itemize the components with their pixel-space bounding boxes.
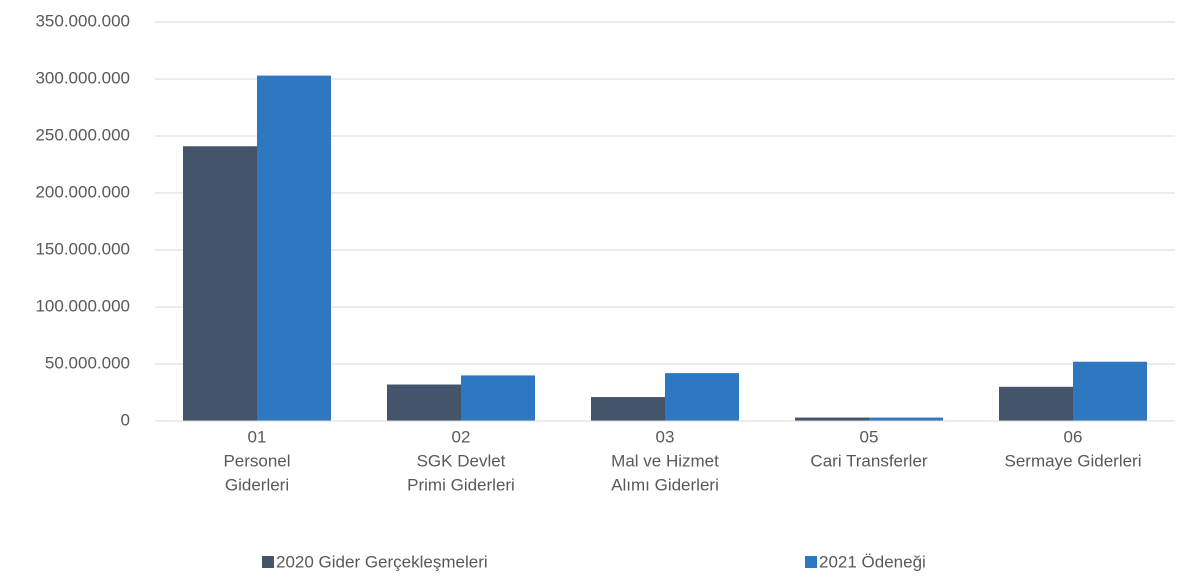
bar [183, 146, 257, 421]
bar [591, 397, 665, 421]
y-tick-label: 250.000.000 [35, 125, 130, 144]
x-tick-label: 01 [248, 427, 267, 446]
bar [665, 373, 739, 421]
x-tick-label: Personel [223, 451, 290, 470]
legend-swatch [262, 556, 274, 568]
x-tick-label: Alımı Giderleri [611, 475, 719, 494]
x-tick-label: 05 [860, 427, 879, 446]
bar [869, 417, 943, 421]
x-tick-label: Cari Transferler [810, 451, 927, 470]
bar [387, 384, 461, 421]
y-tick-label: 100.000.000 [35, 296, 130, 315]
y-tick-label: 0 [121, 410, 130, 429]
legend-label: 2020 Gider Gerçekleşmeleri [276, 552, 488, 571]
y-tick-label: 50.000.000 [45, 353, 130, 372]
bar [257, 75, 331, 421]
y-tick-label: 200.000.000 [35, 182, 130, 201]
x-tick-label: Sermaye Giderleri [1005, 451, 1142, 470]
y-tick-label: 300.000.000 [35, 68, 130, 87]
legend-label: 2021 Ödeneği [819, 552, 926, 571]
y-tick-label: 350.000.000 [35, 11, 130, 30]
x-tick-label: SGK Devlet [417, 451, 506, 470]
x-tick-label: 03 [656, 427, 675, 446]
bar [999, 386, 1073, 421]
bar [461, 375, 535, 421]
bar [1073, 361, 1147, 421]
legend-swatch [805, 556, 817, 568]
bar [795, 417, 869, 421]
x-tick-label: Mal ve Hizmet [611, 451, 719, 470]
y-tick-label: 150.000.000 [35, 239, 130, 258]
x-tick-label: Giderleri [225, 475, 289, 494]
x-tick-label: 02 [452, 427, 471, 446]
x-tick-label: Primi Giderleri [407, 475, 515, 494]
x-tick-label: 06 [1064, 427, 1083, 446]
